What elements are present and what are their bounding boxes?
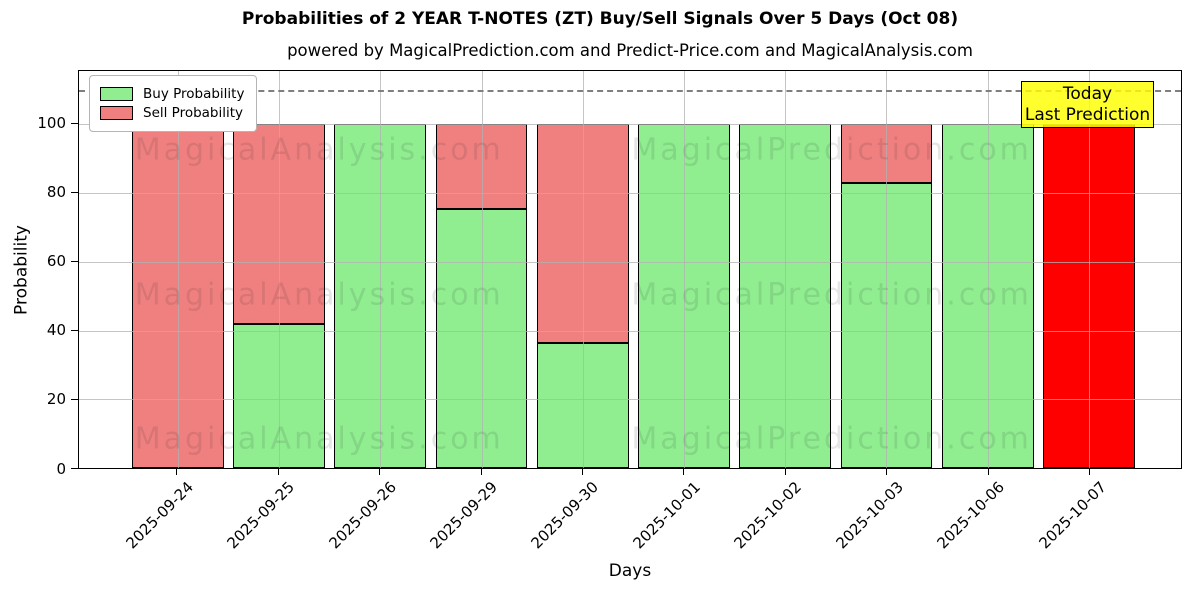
bar-segment-sell xyxy=(233,124,325,324)
y-tick-mark xyxy=(71,122,78,124)
y-tick-mark xyxy=(71,468,78,470)
upper-threshold-dashed-line xyxy=(79,89,1181,92)
today-annotation-box: Today Last Prediction xyxy=(1021,81,1154,128)
x-tick-mark xyxy=(277,469,279,475)
annotation-line-last-prediction: Last Prediction xyxy=(1024,104,1151,125)
bar-segment-buy xyxy=(435,208,528,468)
x-tick-label: 2025-10-01 xyxy=(629,478,704,553)
bar-segment-buy xyxy=(941,124,1034,468)
bar-segment-buy xyxy=(334,124,427,468)
bar-today xyxy=(1042,124,1135,468)
x-tick-label: 2025-10-07 xyxy=(1035,478,1110,553)
y-tick-label: 20 xyxy=(46,390,66,409)
y-tick-label: 100 xyxy=(37,114,66,133)
bar-segment-buy xyxy=(233,323,325,468)
legend: Buy Probability Sell Probability xyxy=(89,75,258,132)
bar-segment-sell xyxy=(435,124,528,209)
legend-entry: Sell Probability xyxy=(100,105,244,121)
legend-label: Buy Probability xyxy=(143,86,245,102)
x-axis-label: Days xyxy=(608,561,652,581)
x-tick-label: 2025-09-26 xyxy=(325,478,400,553)
x-tick-label: 2025-09-25 xyxy=(223,478,299,553)
x-tick-mark xyxy=(784,469,786,475)
x-tick-label: 2025-10-06 xyxy=(933,478,1009,553)
y-tick-mark xyxy=(71,191,78,193)
x-tick-mark xyxy=(1088,469,1090,475)
chart-subtitle: powered by MagicalPrediction.com and Pre… xyxy=(287,41,973,60)
annotation-line-today: Today xyxy=(1062,83,1113,104)
bar-segment-sell xyxy=(840,124,933,183)
legend-label: Sell Probability xyxy=(143,105,244,121)
x-tick-label: 2025-09-24 xyxy=(122,478,197,553)
x-tick-label: 2025-09-30 xyxy=(528,478,603,553)
bar-segment-buy xyxy=(840,182,933,468)
chart-title: Probabilities of 2 YEAR T-NOTES (ZT) Buy… xyxy=(241,9,959,29)
x-tick-mark xyxy=(683,469,685,475)
x-tick-mark xyxy=(480,469,482,475)
y-tick-label: 60 xyxy=(46,252,66,271)
bar-segment-sell xyxy=(131,124,224,468)
y-tick-label: 40 xyxy=(46,321,66,340)
y-tick-mark xyxy=(71,399,78,401)
legend-swatch-icon xyxy=(100,106,133,120)
legend-swatch-icon xyxy=(100,87,133,101)
y-tick-mark xyxy=(71,330,78,332)
legend-entry: Buy Probability xyxy=(100,86,244,102)
bar-segment-buy xyxy=(638,124,730,468)
y-tick-mark xyxy=(71,260,78,262)
plot-area: MagicalAnalysis.comMagicalPrediction.com… xyxy=(78,70,1182,469)
x-tick-mark xyxy=(886,469,888,475)
x-tick-label: 2025-10-03 xyxy=(832,478,907,553)
x-tick-label: 2025-09-29 xyxy=(426,478,501,553)
x-tick-mark xyxy=(581,469,583,475)
x-tick-mark xyxy=(987,469,989,475)
bar-segment-buy xyxy=(739,124,832,468)
x-tick-mark xyxy=(379,469,381,475)
x-tick-label: 2025-10-02 xyxy=(730,478,806,553)
bar-segment-buy xyxy=(536,342,629,468)
bar-segment-sell xyxy=(536,124,629,343)
x-tick-mark xyxy=(176,469,178,475)
y-tick-label: 80 xyxy=(46,183,66,202)
y-tick-label: 0 xyxy=(56,459,66,478)
